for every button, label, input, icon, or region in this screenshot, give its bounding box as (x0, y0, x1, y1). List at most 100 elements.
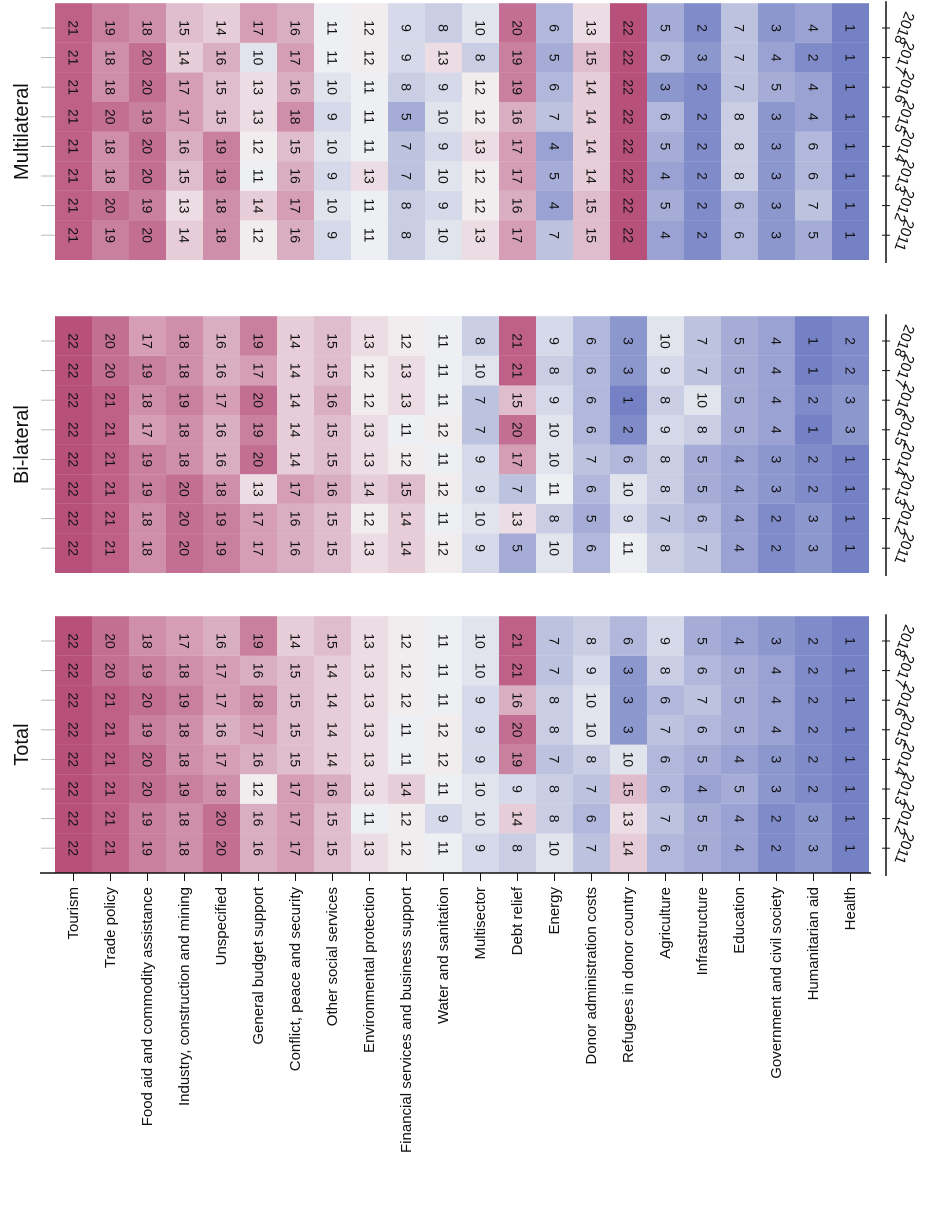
heatmap-cell (721, 803, 758, 834)
heatmap-cell (758, 803, 795, 834)
cell-label: 8 (473, 337, 489, 345)
cell-label: 14 (288, 333, 304, 349)
heatmap-cell (832, 685, 869, 715)
heatmap-cell (684, 503, 721, 534)
cell-label: 9 (325, 172, 341, 180)
cell-label: 18 (288, 109, 304, 125)
heatmap-cell (92, 533, 129, 573)
cell-label: 15 (325, 422, 341, 438)
cell-label: 18 (177, 422, 193, 438)
heatmap-cell (425, 616, 462, 656)
plot-area: 2222222222222222212121212121202019192020… (11, 1, 918, 876)
heatmap-cell (129, 42, 166, 73)
cell-label: 4 (547, 143, 563, 151)
heatmap-cell (832, 161, 869, 191)
cell-label: 12 (436, 722, 452, 738)
heatmap-cell (388, 102, 425, 132)
heatmap-cell (462, 503, 499, 534)
cell-label: 11 (436, 452, 452, 467)
cell-label: 14 (325, 722, 341, 738)
cell-label: 22 (66, 392, 82, 408)
cell-label: 13 (362, 452, 378, 468)
heatmap-cell (684, 744, 721, 775)
heatmap-cell (536, 102, 573, 132)
heatmap-cell (499, 161, 536, 191)
heatmap-cell (610, 3, 647, 43)
cell-label: 15 (325, 540, 341, 556)
heatmap-cell (388, 685, 425, 715)
cell-label: 19 (251, 633, 267, 649)
heatmap-cell (166, 715, 203, 745)
heatmap-cell (314, 316, 351, 356)
heatmap-cell (203, 715, 240, 745)
cell-label: 21 (103, 422, 119, 438)
heatmap-cell (388, 444, 425, 475)
heatmap-cell (351, 415, 388, 445)
heatmap-cell (499, 503, 536, 534)
cell-label: 19 (140, 363, 156, 379)
cell-label: 4 (806, 113, 822, 121)
sector-tick-label: Conflict, peace and security (287, 887, 304, 1072)
cell-label: 21 (66, 50, 82, 66)
heatmap-cell (277, 131, 314, 162)
sector-tick-label: Education (731, 887, 748, 954)
heatmap-cell (499, 616, 536, 656)
heatmap-cell (536, 316, 573, 356)
cell-label: 3 (769, 785, 785, 793)
heatmap-cell (277, 503, 314, 534)
heatmap-cell (203, 415, 240, 445)
heatmap-cell (647, 503, 684, 534)
cell-label: 19 (214, 511, 230, 527)
heatmap-cell (758, 744, 795, 775)
heatmap-cell (240, 72, 277, 102)
heatmap-cell (795, 161, 832, 191)
heatmap-cell (832, 316, 869, 356)
cell-label: 15 (288, 752, 304, 768)
heatmap-cell (203, 685, 240, 715)
cell-label: 8 (399, 202, 415, 210)
cell-label: 1 (806, 367, 822, 375)
cell-label: 1 (843, 172, 859, 180)
heatmap-cell (684, 833, 721, 873)
cell-label: 12 (362, 392, 378, 408)
cell-label: 14 (584, 109, 600, 125)
cell-label: 1 (621, 396, 637, 404)
heatmap-cell (499, 3, 536, 43)
cell-label: 1 (843, 485, 859, 493)
cell-label: 5 (695, 844, 711, 852)
heatmap-cell (388, 161, 425, 191)
heatmap-cell (92, 744, 129, 775)
cell-label: 11 (362, 228, 378, 243)
heatmap-cell (610, 220, 647, 260)
heatmap-cell (795, 616, 832, 656)
cell-label: 13 (362, 633, 378, 649)
cell-label: 21 (103, 840, 119, 856)
heatmap-cell (388, 744, 425, 775)
cell-label: 8 (399, 231, 415, 239)
heatmap-cell (203, 131, 240, 162)
heatmap-cell (277, 685, 314, 715)
cell-label: 12 (362, 50, 378, 66)
heatmap-cell (647, 3, 684, 43)
heatmap-cell (425, 220, 462, 260)
cell-label: 20 (510, 722, 526, 738)
heatmap-cell (462, 3, 499, 43)
heatmap-cell (92, 72, 129, 102)
cell-label: 7 (547, 667, 563, 675)
heatmap-cell (277, 415, 314, 445)
cell-label: 15 (177, 168, 193, 184)
cell-label: 6 (547, 83, 563, 91)
cell-label: 21 (66, 198, 82, 214)
heatmap-cell (351, 655, 388, 686)
cell-label: 20 (103, 633, 119, 649)
cell-label: 20 (140, 227, 156, 243)
heatmap-cell (536, 474, 573, 504)
cell-label: 13 (362, 663, 378, 679)
heatmap-cell (129, 715, 166, 745)
heatmap-cell (240, 102, 277, 132)
cell-label: 1 (843, 456, 859, 464)
cell-label: 7 (732, 83, 748, 91)
heatmap-cell (240, 355, 277, 386)
heatmap-cell (240, 474, 277, 504)
cell-label: 13 (362, 781, 378, 797)
